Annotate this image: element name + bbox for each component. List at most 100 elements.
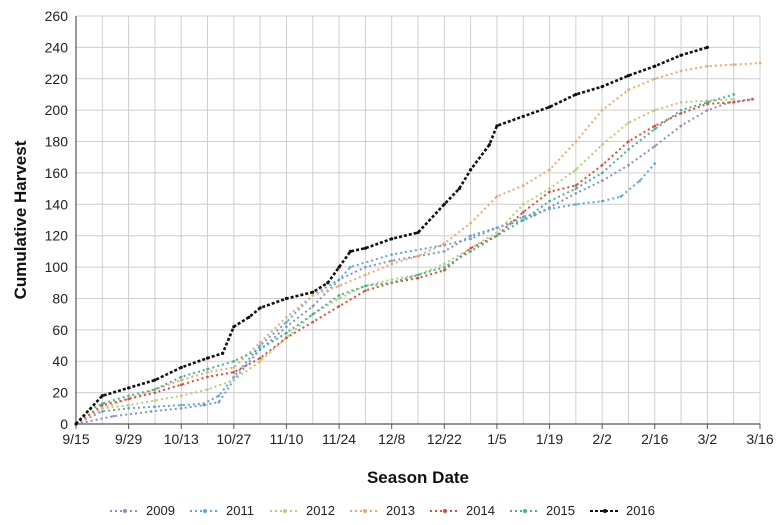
data-point-2014 [521, 210, 525, 214]
data-point-2013 [206, 370, 209, 374]
data-point-2013 [653, 77, 657, 81]
data-point-2014 [153, 391, 157, 394]
data-point-2014 [732, 101, 735, 104]
data-point-2011 [202, 402, 206, 405]
x-tick-label: 2/16 [641, 431, 668, 447]
data-point-2013 [679, 69, 683, 73]
data-point-2016 [679, 53, 683, 57]
data-point-2014 [179, 383, 183, 387]
data-point-2013 [732, 63, 735, 66]
data-point-2013 [258, 341, 262, 344]
data-point-2009 [364, 265, 367, 269]
data-point-2015 [311, 312, 315, 316]
x-tick-label: 9/29 [115, 431, 142, 447]
data-point-2011 [349, 265, 352, 269]
legend-label-2012: 2012 [306, 503, 335, 518]
legend-marker-2014 [443, 509, 447, 513]
data-point-2016 [247, 315, 251, 319]
data-point-2009 [679, 124, 683, 128]
data-point-2014 [751, 97, 754, 101]
legend-marker-2011 [203, 509, 207, 513]
data-point-2015 [679, 108, 683, 112]
data-point-2009 [443, 250, 446, 253]
data-point-2009 [600, 179, 604, 183]
data-point-2016 [495, 124, 499, 128]
data-point-2016 [284, 296, 289, 301]
data-point-2012 [627, 121, 630, 125]
data-point-2015 [127, 394, 130, 398]
data-point-2015 [653, 127, 657, 131]
data-point-2016 [626, 74, 631, 78]
data-point-2016 [220, 351, 225, 355]
data-point-2015 [732, 93, 735, 96]
data-point-2015 [706, 101, 709, 104]
data-point-2012 [653, 108, 657, 112]
data-point-2016 [205, 356, 210, 360]
series-line-2014 [75, 98, 753, 425]
data-point-2015 [495, 234, 499, 237]
data-point-2015 [285, 331, 288, 335]
data-point-2012 [443, 262, 446, 266]
y-tick-label: 200 [45, 102, 69, 118]
data-point-2009 [653, 144, 657, 148]
data-point-2015 [337, 294, 341, 297]
data-point-2014 [548, 190, 551, 194]
data-point-2013 [179, 378, 183, 382]
data-point-2015 [443, 265, 446, 269]
x-axis-title: Season Date [367, 468, 469, 487]
data-point-2014 [206, 375, 209, 379]
data-point-2011 [619, 195, 623, 198]
data-point-2013 [521, 184, 525, 187]
data-point-2011 [548, 207, 551, 211]
x-tick-label: 9/15 [62, 431, 89, 447]
data-point-2016 [337, 265, 341, 269]
x-tick-label: 12/22 [427, 431, 462, 447]
data-point-2013 [416, 254, 420, 258]
data-point-2013 [706, 64, 709, 68]
data-point-2011 [127, 407, 130, 410]
data-point-2016 [653, 64, 657, 68]
y-tick-label: 240 [45, 39, 69, 55]
data-point-2009 [627, 163, 630, 167]
legend-marker-2012 [283, 509, 287, 513]
data-point-2014 [285, 336, 288, 339]
data-point-2016 [487, 143, 492, 147]
data-point-2014 [600, 163, 604, 167]
data-point-2012 [206, 388, 209, 391]
data-point-2014 [679, 111, 683, 115]
data-point-2015 [416, 273, 420, 277]
data-point-2012 [548, 187, 551, 190]
data-point-2012 [574, 168, 578, 172]
data-point-2012 [258, 359, 262, 363]
x-tick-label: 3/2 [698, 431, 718, 447]
data-point-2009 [574, 192, 578, 195]
data-point-2014 [653, 124, 657, 128]
data-point-2012 [179, 394, 183, 398]
x-tick-label: 1/5 [487, 431, 507, 447]
data-point-2016 [469, 168, 473, 172]
legend-marker-2009 [123, 509, 127, 513]
series-line-2009 [75, 98, 753, 425]
data-point-2016 [258, 306, 262, 310]
data-point-2013 [469, 221, 472, 225]
x-tick-label: 2/2 [592, 431, 612, 447]
data-point-2016 [442, 202, 446, 206]
data-point-2014 [364, 289, 367, 292]
legend-label-2009: 2009 [146, 503, 175, 518]
y-tick-label: 220 [45, 71, 69, 87]
data-point-2011 [521, 215, 525, 219]
data-point-2015 [521, 218, 525, 222]
data-point-2016 [390, 237, 394, 241]
data-point-2011 [258, 344, 262, 347]
y-tick-label: 160 [45, 165, 69, 181]
y-tick-label: 180 [45, 134, 69, 150]
data-point-2011 [232, 375, 236, 379]
data-point-2015 [206, 367, 209, 371]
data-point-2011 [285, 320, 288, 324]
data-point-2014 [127, 397, 130, 401]
data-point-2013 [495, 195, 499, 198]
data-point-2013 [232, 366, 236, 369]
data-point-2015 [179, 375, 183, 379]
data-point-2012 [732, 97, 735, 101]
